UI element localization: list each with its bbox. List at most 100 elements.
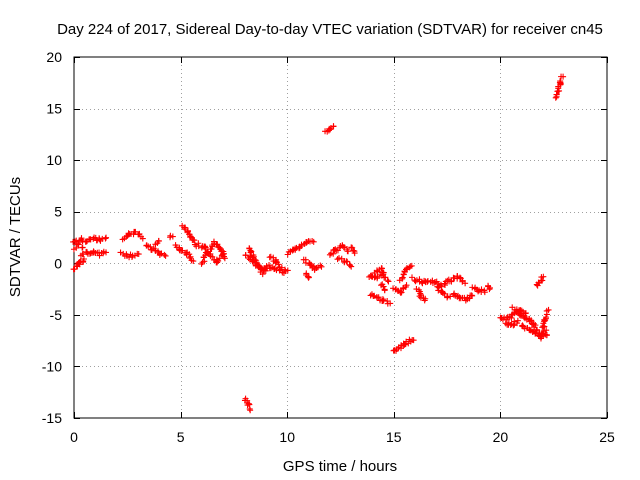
data-point	[381, 286, 388, 293]
data-point	[75, 241, 82, 248]
data-point	[380, 283, 387, 290]
data-series-track-26	[367, 291, 394, 307]
data-point	[158, 250, 165, 257]
data-point	[152, 247, 159, 254]
data-point	[190, 258, 197, 265]
data-series-track-39	[502, 317, 521, 329]
data-series-track-18	[300, 256, 325, 273]
y-tick-label: 0	[54, 255, 62, 271]
data-point	[132, 228, 139, 235]
data-point	[416, 276, 423, 283]
data-point	[444, 294, 451, 301]
data-series-track-0	[70, 234, 110, 245]
data-point	[516, 312, 523, 319]
data-point	[560, 73, 567, 80]
data-point	[78, 236, 85, 243]
data-point	[247, 407, 254, 414]
data-point	[187, 253, 194, 260]
data-point	[417, 290, 424, 297]
data-point	[520, 314, 527, 321]
data-point	[380, 271, 387, 278]
data-point	[345, 248, 352, 255]
data-point	[542, 316, 549, 323]
data-point	[303, 270, 310, 277]
data-series-track-43	[539, 306, 552, 331]
data-point	[117, 249, 124, 256]
data-series-track-33	[434, 283, 454, 301]
data-point	[326, 251, 333, 258]
data-point	[87, 236, 94, 243]
data-point	[242, 252, 249, 259]
data-point	[379, 296, 386, 303]
data-series-track-6	[143, 242, 169, 259]
data-point	[403, 282, 410, 289]
data-point	[183, 249, 190, 256]
data-point	[332, 246, 339, 253]
data-point	[416, 293, 423, 300]
data-series-track-42	[525, 316, 550, 342]
data-point	[129, 254, 136, 261]
data-point	[539, 277, 546, 284]
data-point	[347, 262, 354, 269]
x-tick-label: 15	[386, 429, 402, 445]
data-point	[103, 249, 110, 256]
data-point	[486, 286, 493, 293]
x-tick-label: 10	[279, 429, 295, 445]
data-point	[418, 291, 425, 298]
data-point	[266, 262, 273, 269]
data-series-track-3	[77, 248, 110, 259]
data-point	[202, 245, 209, 252]
data-point	[441, 290, 448, 297]
data-point	[336, 255, 343, 262]
x-tick-label: 25	[599, 429, 615, 445]
data-point	[384, 298, 391, 305]
data-point	[162, 252, 169, 259]
data-series-track-8	[167, 232, 176, 241]
data-point	[543, 327, 550, 334]
data-point	[387, 300, 394, 307]
y-tick-label: 5	[54, 204, 62, 220]
data-point	[86, 250, 93, 257]
data-point	[533, 327, 540, 334]
data-series-track-21	[326, 242, 352, 258]
data-point	[327, 126, 334, 133]
data-point	[191, 237, 198, 244]
y-tick-label: 10	[46, 152, 62, 168]
data-point	[139, 235, 146, 242]
data-point	[305, 274, 312, 281]
data-point	[398, 289, 405, 296]
data-point	[440, 290, 447, 297]
data-point	[186, 251, 193, 258]
data-point	[543, 314, 550, 321]
data-series-track-5	[117, 249, 142, 261]
data-point	[514, 317, 521, 324]
data-point	[448, 277, 455, 284]
data-point	[438, 283, 445, 290]
data-point	[155, 237, 162, 244]
x-tick-label: 20	[493, 429, 509, 445]
x-tick-label: 5	[177, 429, 185, 445]
data-series-track-1	[70, 241, 86, 253]
data-point	[545, 306, 552, 313]
data-point	[447, 293, 454, 300]
data-point	[503, 316, 510, 323]
data-series-track-29	[396, 262, 415, 284]
data-point	[214, 241, 221, 248]
data-point	[102, 235, 109, 242]
data-point	[161, 251, 168, 258]
y-tick-label: 20	[46, 49, 62, 65]
data-point	[209, 253, 216, 260]
data-point	[82, 238, 89, 245]
data-series-track-7	[152, 237, 162, 248]
y-tick-label: -5	[50, 307, 63, 323]
data-series-track-14	[246, 245, 273, 278]
data-point	[257, 269, 264, 276]
data-point	[318, 263, 325, 270]
data-point	[380, 297, 387, 304]
data-series-track-44	[533, 273, 547, 289]
data-point	[557, 78, 564, 85]
data-point	[284, 267, 291, 274]
data-point	[413, 277, 420, 284]
x-tick-label: 0	[70, 429, 78, 445]
data-point	[304, 273, 311, 280]
